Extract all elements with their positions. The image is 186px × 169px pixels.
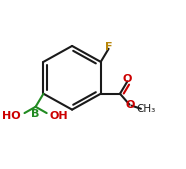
Text: O: O [123,74,132,84]
Text: OH: OH [49,111,68,121]
Text: B: B [31,109,40,119]
Text: F: F [105,42,113,52]
Text: HO: HO [2,111,21,121]
Text: CH₃: CH₃ [137,104,156,114]
Text: O: O [126,100,135,110]
